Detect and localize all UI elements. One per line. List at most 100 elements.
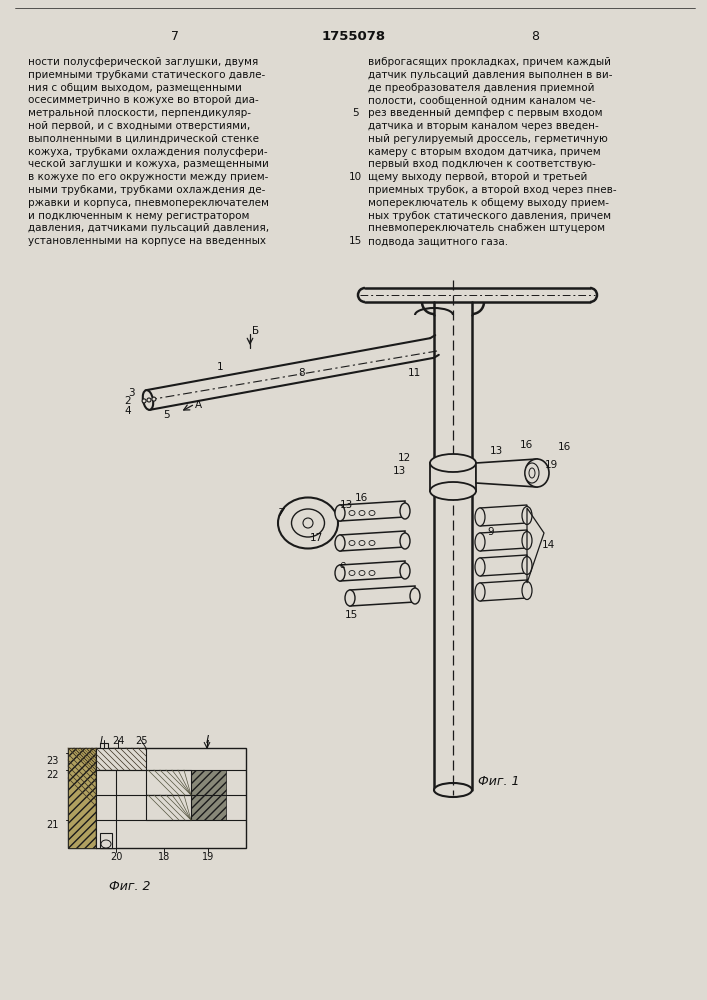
Text: датчика и вторым каналом через введен-: датчика и вторым каналом через введен- xyxy=(368,121,599,131)
Text: Б: Б xyxy=(252,326,259,336)
Text: Фиг. 1: Фиг. 1 xyxy=(478,775,520,788)
Text: 16: 16 xyxy=(355,493,368,503)
Ellipse shape xyxy=(101,840,111,848)
Text: 3: 3 xyxy=(128,388,134,398)
Text: ржавки и корпуса, пневмопереключателем: ржавки и корпуса, пневмопереключателем xyxy=(28,198,269,208)
Ellipse shape xyxy=(359,540,365,546)
Text: 12: 12 xyxy=(398,453,411,463)
Ellipse shape xyxy=(349,510,355,516)
Text: 13: 13 xyxy=(490,446,503,456)
Ellipse shape xyxy=(369,510,375,516)
Ellipse shape xyxy=(529,468,535,478)
Ellipse shape xyxy=(475,533,485,551)
Ellipse shape xyxy=(143,390,153,410)
Text: ности полусферической заглушки, двумя: ности полусферической заглушки, двумя xyxy=(28,57,258,67)
Ellipse shape xyxy=(430,454,476,472)
Ellipse shape xyxy=(475,558,485,576)
Polygon shape xyxy=(340,531,405,551)
Text: кожуха, трубками охлаждения полусфери-: кожуха, трубками охлаждения полусфери- xyxy=(28,147,268,157)
Bar xyxy=(96,748,146,770)
Ellipse shape xyxy=(335,505,345,521)
Text: 13: 13 xyxy=(393,466,407,476)
Text: пневмопереключатель снабжен штуцером: пневмопереключатель снабжен штуцером xyxy=(368,223,605,233)
Ellipse shape xyxy=(147,398,151,402)
Text: приемных трубок, а второй вход через пнев-: приемных трубок, а второй вход через пне… xyxy=(368,185,617,195)
Text: 21: 21 xyxy=(46,820,59,830)
Bar xyxy=(191,795,226,820)
Ellipse shape xyxy=(430,482,476,500)
Polygon shape xyxy=(480,555,527,576)
Text: 10: 10 xyxy=(349,172,362,182)
Text: рез введенный демпфер с первым входом: рез введенный демпфер с первым входом xyxy=(368,108,602,118)
Bar xyxy=(96,748,146,770)
Text: 9: 9 xyxy=(487,527,493,537)
Text: I: I xyxy=(205,735,209,745)
Text: 4: 4 xyxy=(124,406,131,416)
Text: 17: 17 xyxy=(310,533,323,543)
Text: виброгасящих прокладках, причем каждый: виброгасящих прокладках, причем каждый xyxy=(368,57,611,67)
Bar xyxy=(146,770,191,795)
Text: 23: 23 xyxy=(46,756,59,766)
Text: 16: 16 xyxy=(520,440,533,450)
Text: I: I xyxy=(205,740,209,750)
Text: 11: 11 xyxy=(408,368,421,378)
Ellipse shape xyxy=(152,397,156,401)
Ellipse shape xyxy=(475,583,485,601)
Text: 19: 19 xyxy=(545,460,559,470)
Text: ной первой, и с входными отверстиями,: ной первой, и с входными отверстиями, xyxy=(28,121,250,131)
Ellipse shape xyxy=(349,570,355,576)
Bar xyxy=(100,743,108,748)
Text: 5: 5 xyxy=(163,410,170,420)
Polygon shape xyxy=(480,530,527,551)
Text: ческой заглушки и кожуха, размещенными: ческой заглушки и кожуха, размещенными xyxy=(28,159,269,169)
Text: A: A xyxy=(195,400,202,410)
Text: 16: 16 xyxy=(558,442,571,452)
Text: 15: 15 xyxy=(349,236,362,246)
Text: 1755078: 1755078 xyxy=(322,30,386,43)
Ellipse shape xyxy=(345,590,355,606)
Text: полости, сообщенной одним каналом че-: полости, сообщенной одним каналом че- xyxy=(368,95,595,105)
Polygon shape xyxy=(350,586,415,606)
Ellipse shape xyxy=(525,459,549,487)
Polygon shape xyxy=(430,463,476,491)
Text: 15: 15 xyxy=(345,610,358,620)
Polygon shape xyxy=(480,580,527,601)
Text: 25: 25 xyxy=(135,736,147,746)
Bar xyxy=(100,833,112,848)
Ellipse shape xyxy=(522,556,532,574)
Ellipse shape xyxy=(349,540,355,546)
Text: 14: 14 xyxy=(542,540,555,550)
Bar xyxy=(146,795,191,820)
Ellipse shape xyxy=(522,506,532,524)
Text: 8: 8 xyxy=(531,30,539,43)
Bar xyxy=(96,770,116,848)
Text: 13: 13 xyxy=(340,500,354,510)
Text: подвода защитного газа.: подвода защитного газа. xyxy=(368,236,508,246)
Text: 5: 5 xyxy=(352,108,358,118)
Text: де преобразователя давления приемной: де преобразователя давления приемной xyxy=(368,83,595,93)
Ellipse shape xyxy=(142,399,146,403)
Text: 20: 20 xyxy=(110,852,122,862)
Bar xyxy=(68,748,246,848)
Text: мопереключатель к общему выходу прием-: мопереключатель к общему выходу прием- xyxy=(368,198,609,208)
Ellipse shape xyxy=(291,509,325,537)
Ellipse shape xyxy=(400,563,410,579)
Text: и подключенным к нему регистратором: и подключенным к нему регистратором xyxy=(28,211,250,221)
Ellipse shape xyxy=(400,533,410,549)
Ellipse shape xyxy=(434,783,472,797)
Text: e: e xyxy=(340,560,346,570)
Text: I: I xyxy=(100,736,103,746)
Text: 2: 2 xyxy=(124,396,131,406)
Text: датчик пульсаций давления выполнен в ви-: датчик пульсаций давления выполнен в ви- xyxy=(368,70,612,80)
Text: 22: 22 xyxy=(46,770,59,780)
Ellipse shape xyxy=(359,570,365,576)
Text: 18: 18 xyxy=(158,852,170,862)
Ellipse shape xyxy=(410,588,420,604)
Text: 8: 8 xyxy=(298,368,305,378)
Text: метральной плоскости, перпендикуляр-: метральной плоскости, перпендикуляр- xyxy=(28,108,251,118)
Polygon shape xyxy=(480,505,527,526)
Bar xyxy=(68,748,96,848)
Ellipse shape xyxy=(278,497,338,548)
Ellipse shape xyxy=(359,510,365,516)
Text: установленными на корпусе на введенных: установленными на корпусе на введенных xyxy=(28,236,266,246)
